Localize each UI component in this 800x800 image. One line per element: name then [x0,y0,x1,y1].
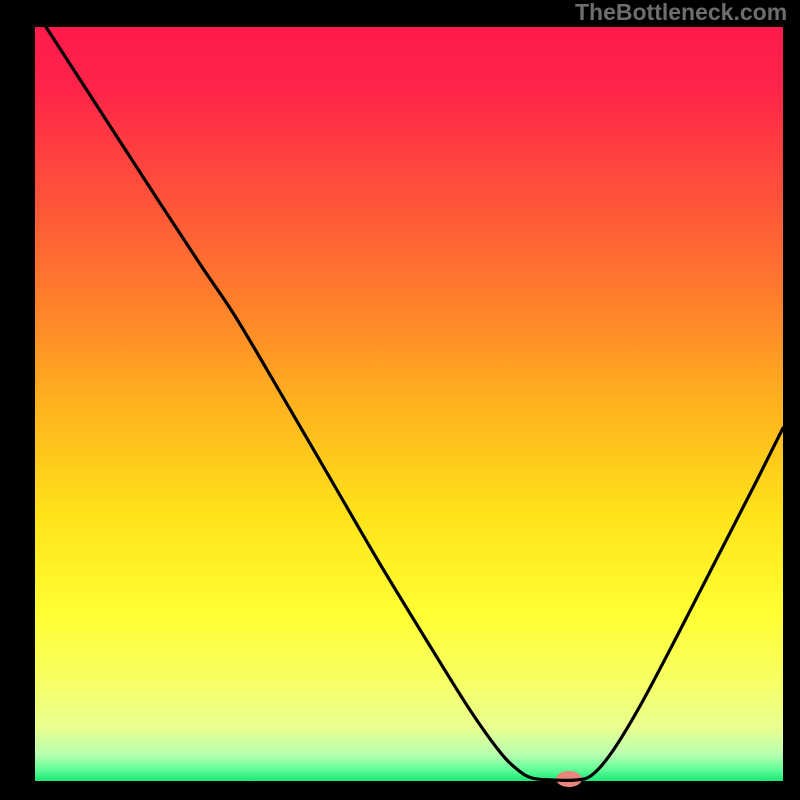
plot-background [35,27,783,781]
bottleneck-chart [0,0,800,800]
watermark-text: TheBottleneck.com [575,0,787,26]
